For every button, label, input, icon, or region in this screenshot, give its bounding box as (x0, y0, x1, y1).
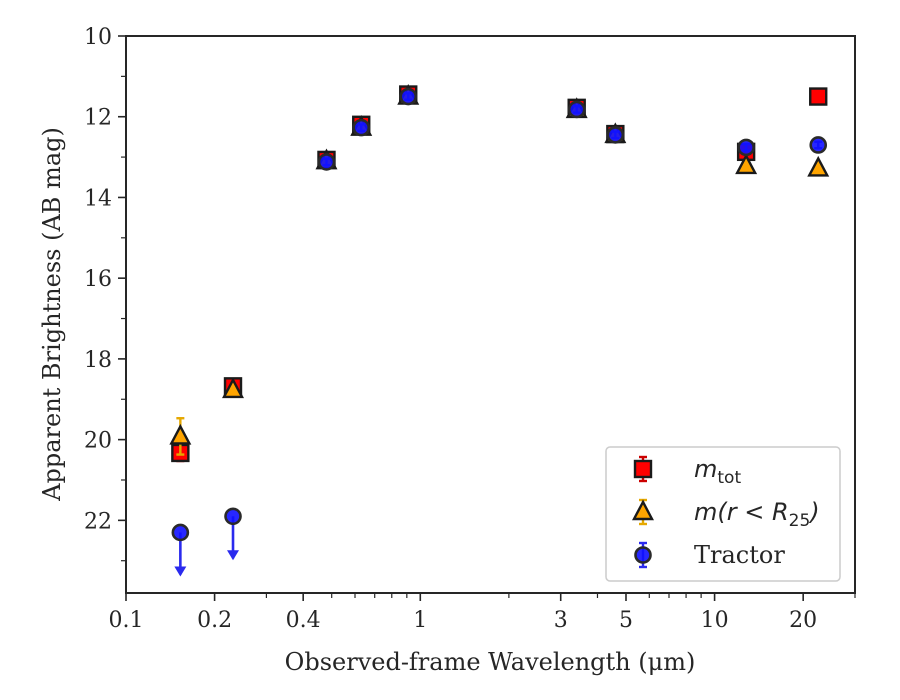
legend-label-base: m(r < R (694, 498, 789, 526)
x-tick-label: 0.2 (197, 608, 232, 633)
legend-label: m(r < R25) (694, 498, 820, 531)
triangle-point (222, 377, 245, 399)
circle-point (809, 136, 828, 154)
circle-point (317, 153, 336, 171)
square-point (809, 87, 828, 106)
series-triangle (169, 83, 830, 456)
triangle-point (169, 417, 192, 456)
legend-entry: m(r < R25) (632, 498, 820, 531)
triangle-marker (807, 155, 830, 177)
legend-circle-marker (634, 546, 652, 564)
circle-point (737, 138, 755, 157)
y-tick-label: 18 (84, 348, 112, 373)
y-tick-label: 10 (84, 25, 112, 50)
legend: mtot m(r < R25) Tractor (605, 446, 841, 582)
circle-marker (224, 507, 242, 526)
circle-marker (352, 118, 371, 137)
circle-point (606, 126, 625, 144)
legend-square-marker (633, 459, 653, 479)
circle-marker (399, 87, 418, 106)
x-axis-title: Observed-frame Wavelength (μm) (285, 648, 696, 676)
circle-point (224, 507, 242, 561)
y-axis-title: Apparent Brightness (AB mag) (38, 127, 66, 502)
plot-marks (169, 83, 830, 577)
y-tick-label: 14 (84, 186, 112, 211)
y-tick-label: 20 (84, 429, 112, 454)
triangle-marker (169, 423, 192, 445)
circle-marker (317, 153, 336, 171)
legend-box (605, 446, 841, 582)
legend-label-base: m (694, 455, 717, 483)
plot-frame (125, 35, 856, 594)
x-tick-label: 1 (413, 608, 427, 633)
circle-marker (171, 523, 190, 542)
legend-entry: mtot (633, 455, 741, 488)
legend-label-sub: tot (717, 468, 741, 488)
triangle-point (735, 153, 758, 175)
circle-marker (606, 126, 625, 144)
circle-point (171, 523, 190, 577)
circle-point (399, 87, 418, 106)
y-tick-label: 22 (84, 509, 112, 534)
x-tick-label: 5 (619, 608, 633, 633)
triangle-marker (735, 153, 758, 175)
circle-point (352, 118, 371, 137)
triangle-marker (222, 377, 245, 399)
legend-label: mtot (694, 455, 741, 488)
legend-label-base: Tractor (694, 541, 785, 569)
legend-label-end: ) (808, 498, 819, 526)
square-marker (809, 87, 828, 106)
y-tick-label: 12 (84, 106, 112, 131)
circle-marker (809, 136, 828, 154)
legend-label-sub: 25 (789, 511, 811, 531)
series-circle (171, 87, 828, 577)
x-tick-label: 3 (554, 608, 568, 633)
legend-label: Tractor (694, 541, 785, 569)
x-tick-label: 0.4 (286, 608, 321, 633)
x-tick-label: 20 (789, 608, 817, 633)
upper-limit-arrowhead (227, 550, 240, 561)
circle-point (567, 100, 586, 119)
triangle-point (807, 155, 830, 177)
legend-entry: Tractor (634, 541, 785, 569)
legend-triangle-marker (632, 499, 654, 521)
upper-limit-arrowhead (174, 566, 187, 577)
axis-ticks: 0.1 0.2 0.4 1 3 5 10 20 10 12 14 16 18 20 22 (84, 25, 856, 633)
circle-marker (567, 100, 586, 119)
circle-marker (737, 138, 755, 157)
y-tick-label: 16 (84, 267, 112, 292)
x-tick-label: 0.1 (109, 608, 144, 633)
series-square (171, 85, 828, 463)
x-tick-label: 10 (701, 608, 729, 633)
